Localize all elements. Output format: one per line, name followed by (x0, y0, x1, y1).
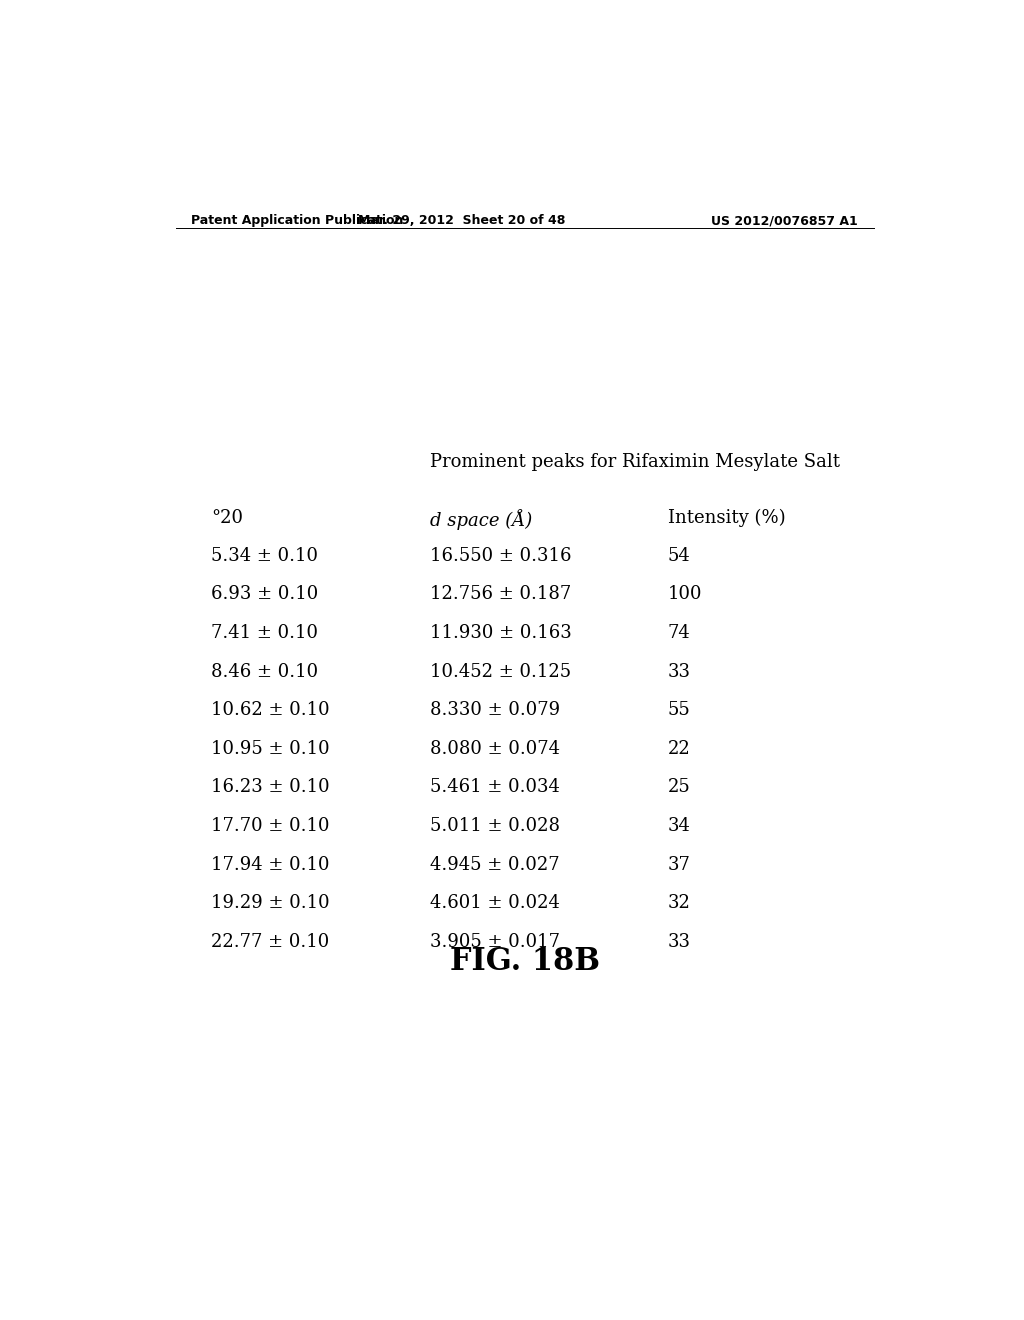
Text: 7.41 ± 0.10: 7.41 ± 0.10 (211, 624, 318, 642)
Text: d space (Å): d space (Å) (430, 510, 531, 531)
Text: 8.080 ± 0.074: 8.080 ± 0.074 (430, 739, 559, 758)
Text: 54: 54 (668, 546, 690, 565)
Text: 55: 55 (668, 701, 690, 719)
Text: 4.945 ± 0.027: 4.945 ± 0.027 (430, 855, 559, 874)
Text: 10.62 ± 0.10: 10.62 ± 0.10 (211, 701, 330, 719)
Text: US 2012/0076857 A1: US 2012/0076857 A1 (712, 214, 858, 227)
Text: 19.29 ± 0.10: 19.29 ± 0.10 (211, 894, 330, 912)
Text: 22: 22 (668, 739, 690, 758)
Text: 5.011 ± 0.028: 5.011 ± 0.028 (430, 817, 559, 836)
Text: 34: 34 (668, 817, 690, 836)
Text: 74: 74 (668, 624, 690, 642)
Text: 5.34 ± 0.10: 5.34 ± 0.10 (211, 546, 318, 565)
Text: 3.905 ± 0.017: 3.905 ± 0.017 (430, 933, 559, 950)
Text: 10.95 ± 0.10: 10.95 ± 0.10 (211, 739, 330, 758)
Text: 32: 32 (668, 894, 690, 912)
Text: 8.46 ± 0.10: 8.46 ± 0.10 (211, 663, 318, 681)
Text: Mar. 29, 2012  Sheet 20 of 48: Mar. 29, 2012 Sheet 20 of 48 (357, 214, 565, 227)
Text: 33: 33 (668, 933, 690, 950)
Text: 6.93 ± 0.10: 6.93 ± 0.10 (211, 585, 318, 603)
Text: Intensity (%): Intensity (%) (668, 510, 785, 527)
Text: 16.550 ± 0.316: 16.550 ± 0.316 (430, 546, 571, 565)
Text: 100: 100 (668, 585, 702, 603)
Text: 5.461 ± 0.034: 5.461 ± 0.034 (430, 779, 559, 796)
Text: 16.23 ± 0.10: 16.23 ± 0.10 (211, 779, 330, 796)
Text: 4.601 ± 0.024: 4.601 ± 0.024 (430, 894, 559, 912)
Text: 12.756 ± 0.187: 12.756 ± 0.187 (430, 585, 570, 603)
Text: Prominent peaks for Rifaximin Mesylate Salt: Prominent peaks for Rifaximin Mesylate S… (430, 453, 840, 471)
Text: 25: 25 (668, 779, 690, 796)
Text: 8.330 ± 0.079: 8.330 ± 0.079 (430, 701, 560, 719)
Text: 22.77 ± 0.10: 22.77 ± 0.10 (211, 933, 330, 950)
Text: FIG. 18B: FIG. 18B (450, 946, 600, 977)
Text: 11.930 ± 0.163: 11.930 ± 0.163 (430, 624, 571, 642)
Text: 10.452 ± 0.125: 10.452 ± 0.125 (430, 663, 570, 681)
Text: 17.70 ± 0.10: 17.70 ± 0.10 (211, 817, 330, 836)
Text: °20: °20 (211, 510, 244, 527)
Text: 37: 37 (668, 855, 690, 874)
Text: 33: 33 (668, 663, 690, 681)
Text: 17.94 ± 0.10: 17.94 ± 0.10 (211, 855, 330, 874)
Text: Patent Application Publication: Patent Application Publication (191, 214, 403, 227)
